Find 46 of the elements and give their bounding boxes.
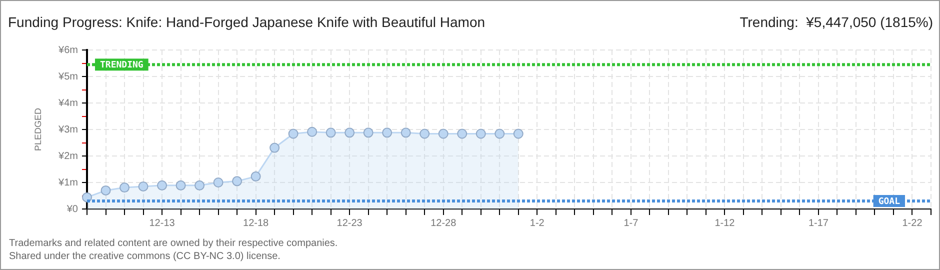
- point: [344, 128, 355, 138]
- y-tick-label: ¥5m: [58, 71, 78, 82]
- point: [513, 128, 524, 139]
- y-tick-label: ¥3m: [58, 124, 78, 136]
- ref-line-label: TRENDING: [100, 60, 144, 70]
- x-tick-label: 12-23: [336, 218, 363, 229]
- text: Shared under the creative commons (CC BY-NC 3.0) license.: [9, 250, 282, 263]
- x-tick-label: 12-18: [243, 218, 270, 229]
- y-tick-label: ¥0: [66, 204, 78, 215]
- x-tick-label: 12-28: [430, 218, 457, 229]
- ref-line-label: GOAL: [878, 196, 901, 207]
- point: [363, 128, 374, 138]
- chart-subtitle: Trending: ¥5,447,050 (1815%): [740, 14, 933, 30]
- point: [100, 185, 111, 196]
- point: [176, 180, 186, 190]
- point: [270, 142, 280, 153]
- point: [288, 128, 298, 139]
- x-tick-label: 1-2: [530, 218, 545, 229]
- y-tick-label: ¥2m: [58, 150, 78, 162]
- y-tick-label: ¥6m: [58, 44, 78, 56]
- point: [326, 128, 336, 138]
- point: [157, 180, 168, 190]
- x-tick-label: 1-17: [808, 218, 829, 229]
- chart-title: Funding Progress: Knife: Hand-Forged Japanese Knife with Beautiful Hamon: [8, 14, 486, 30]
- point: [213, 178, 224, 188]
- point: [250, 171, 261, 182]
- x-tick-label: 1-12: [714, 218, 736, 229]
- point: [438, 128, 448, 139]
- point: [382, 128, 392, 138]
- x-tick-label: 1-7: [624, 218, 639, 229]
- point: [120, 182, 130, 193]
- point: [494, 128, 505, 139]
- point: [194, 180, 205, 190]
- x-tick-label: 1-22: [902, 218, 923, 229]
- y-axis-title: PLEDGED: [32, 107, 43, 152]
- y-tick-label: ¥4m: [58, 98, 78, 109]
- point: [476, 128, 486, 139]
- point: [307, 126, 318, 137]
- point: [232, 176, 242, 186]
- text: Trademarks and related content are owned by their respective companies.: [9, 237, 338, 250]
- x-tick-label: 12-13: [149, 218, 176, 229]
- point: [420, 128, 430, 139]
- point: [457, 128, 468, 139]
- point: [138, 181, 148, 192]
- point: [400, 128, 411, 138]
- y-tick-label: ¥1m: [58, 177, 78, 188]
